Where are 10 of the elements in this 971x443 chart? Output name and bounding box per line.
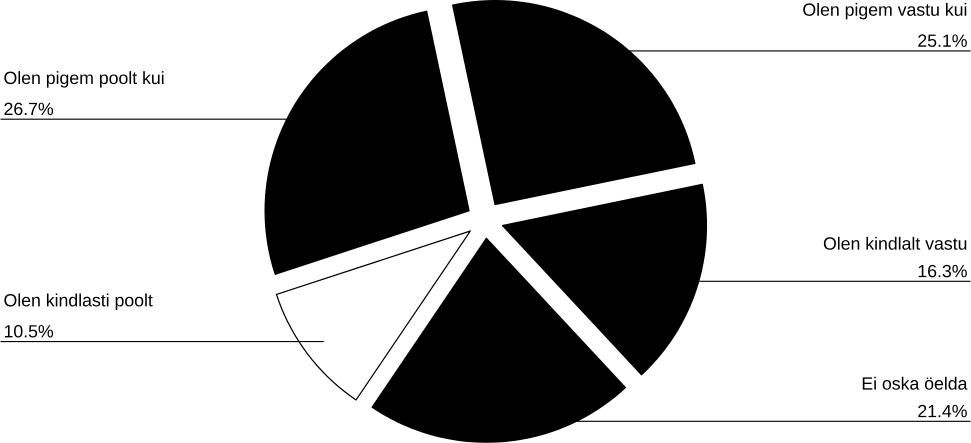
data-label: 10.5% (4, 325, 54, 338)
data-label: 25.1% (918, 34, 967, 47)
slice-label: Olen kindlasti poolt (4, 294, 153, 310)
slice-label: Ei oska öelda (862, 376, 968, 390)
data-label: 16.3% (918, 264, 967, 278)
data-label: 26.7% (4, 102, 54, 116)
slice-label: Olen pigem vastu kui (803, 2, 966, 20)
data-label: 21.4% (918, 404, 967, 418)
slice-label: Olen kindlalt vastu (824, 236, 966, 250)
slice-label: Olen pigem poolt kui (4, 71, 164, 88)
